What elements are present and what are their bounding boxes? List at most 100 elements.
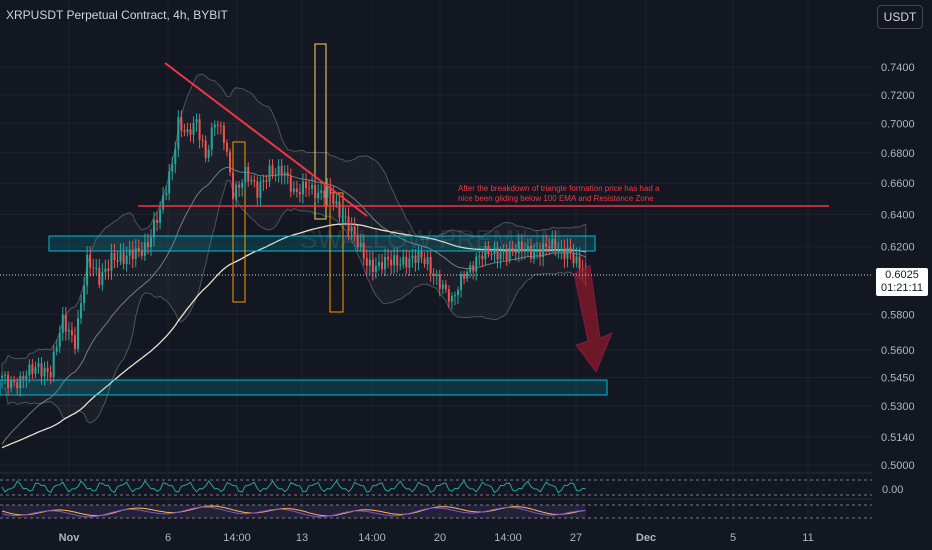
price-tick-label: 0.6200 <box>881 242 915 254</box>
candle-down <box>137 248 140 251</box>
time-tick-label: Nov <box>59 532 81 544</box>
candle-up <box>311 184 314 189</box>
price-axis: 0.7400 0.7200 0.7000 0.6800 0.6600 0.6400 0.62… <box>881 62 915 472</box>
price-tick-label: 0.6800 <box>881 148 915 160</box>
candle-down <box>64 314 67 332</box>
candle-up <box>1 375 3 378</box>
candle-up <box>250 179 253 182</box>
oscillator-line <box>1 480 586 494</box>
candle-up <box>557 250 560 252</box>
candle-down <box>481 255 484 260</box>
candle-up <box>241 182 244 188</box>
price-tick-label: 0.6600 <box>881 178 915 190</box>
candle-up <box>268 165 271 182</box>
candle-up <box>502 250 505 253</box>
candle-up <box>402 256 405 265</box>
candle-down <box>529 245 532 259</box>
candle-down <box>289 175 292 192</box>
candle-down <box>73 335 76 350</box>
candle-up <box>80 303 83 319</box>
candle-down <box>180 117 183 131</box>
candle-up <box>128 249 131 256</box>
candle-down <box>572 252 575 264</box>
price-tick-label: 0.7000 <box>881 118 915 130</box>
candle-up <box>377 262 380 266</box>
time-tick-label: 27 <box>570 532 582 544</box>
highlight-box-yellow[interactable] <box>314 43 327 220</box>
candle-up <box>86 254 89 286</box>
candle-up <box>408 258 411 268</box>
bearish-projection-arrow[interactable] <box>573 264 613 374</box>
candle-down <box>156 219 159 223</box>
candle-up <box>153 219 155 238</box>
candle-up <box>83 285 86 304</box>
candle-up <box>317 192 320 199</box>
candle-up <box>460 274 463 290</box>
candle-up <box>67 330 70 332</box>
support-zone[interactable] <box>0 379 608 396</box>
candle-down <box>298 192 301 195</box>
candle-down <box>247 166 250 182</box>
highlight-box-orange[interactable] <box>232 141 246 303</box>
candle-down <box>423 258 426 265</box>
candle-down <box>438 274 441 289</box>
candle-up <box>58 332 61 347</box>
time-tick-label: 5 <box>730 532 736 544</box>
candle-down <box>253 179 256 182</box>
candle-up <box>171 164 174 172</box>
candle-down <box>490 254 493 256</box>
candle-up <box>262 180 265 182</box>
candle-up <box>393 255 396 266</box>
candle-down <box>447 289 450 302</box>
candle-up <box>374 265 377 272</box>
candle-up <box>119 252 122 262</box>
candle-up <box>484 246 487 260</box>
currency-button[interactable]: USDT <box>877 5 923 29</box>
current-price-tag: 0.6025 01:21:11 <box>876 268 928 296</box>
candle-down <box>505 250 508 260</box>
candle-down <box>183 130 186 132</box>
candle-up <box>301 181 304 195</box>
candle-down <box>520 241 523 252</box>
candle-down <box>563 248 566 259</box>
candle-down <box>548 246 551 249</box>
candle-up <box>292 188 295 192</box>
candle-down <box>40 363 43 377</box>
candle-down <box>140 250 143 256</box>
candle-up <box>417 251 420 263</box>
time-tick-label: 6 <box>165 532 171 544</box>
candle-down <box>365 258 368 266</box>
candle-down <box>31 364 34 375</box>
candle-down <box>131 249 134 260</box>
candle-up <box>55 346 58 352</box>
resistance-zone[interactable] <box>48 235 596 252</box>
candle-up <box>475 256 478 272</box>
candle-down <box>280 165 283 176</box>
candle-down <box>496 247 499 260</box>
candle-up <box>526 245 529 251</box>
price-tick-label: 0.5600 <box>881 345 915 357</box>
descending-trendline[interactable] <box>164 62 368 217</box>
candle-down <box>295 188 298 193</box>
candle-up <box>283 172 286 176</box>
candle-up <box>368 259 371 266</box>
candle-up <box>320 190 323 193</box>
candle-up <box>566 247 569 259</box>
candle-down <box>396 255 399 266</box>
candle-down <box>511 247 514 251</box>
candle-down <box>429 256 432 274</box>
candle-down <box>198 119 201 140</box>
candle-up <box>104 268 107 273</box>
candle-up <box>207 149 210 158</box>
candle-down <box>98 267 101 286</box>
candle-down <box>107 268 110 271</box>
candle-down <box>286 172 289 176</box>
candle-up <box>274 174 277 176</box>
candle-down <box>204 140 207 158</box>
price-tick-label: 0.5300 <box>881 401 915 413</box>
oscillator-2-line-b <box>1 506 586 518</box>
candle-down <box>265 180 268 182</box>
annotation-line-1: After the breakdown of triangle formatio… <box>458 184 660 193</box>
candle-down <box>362 242 365 259</box>
